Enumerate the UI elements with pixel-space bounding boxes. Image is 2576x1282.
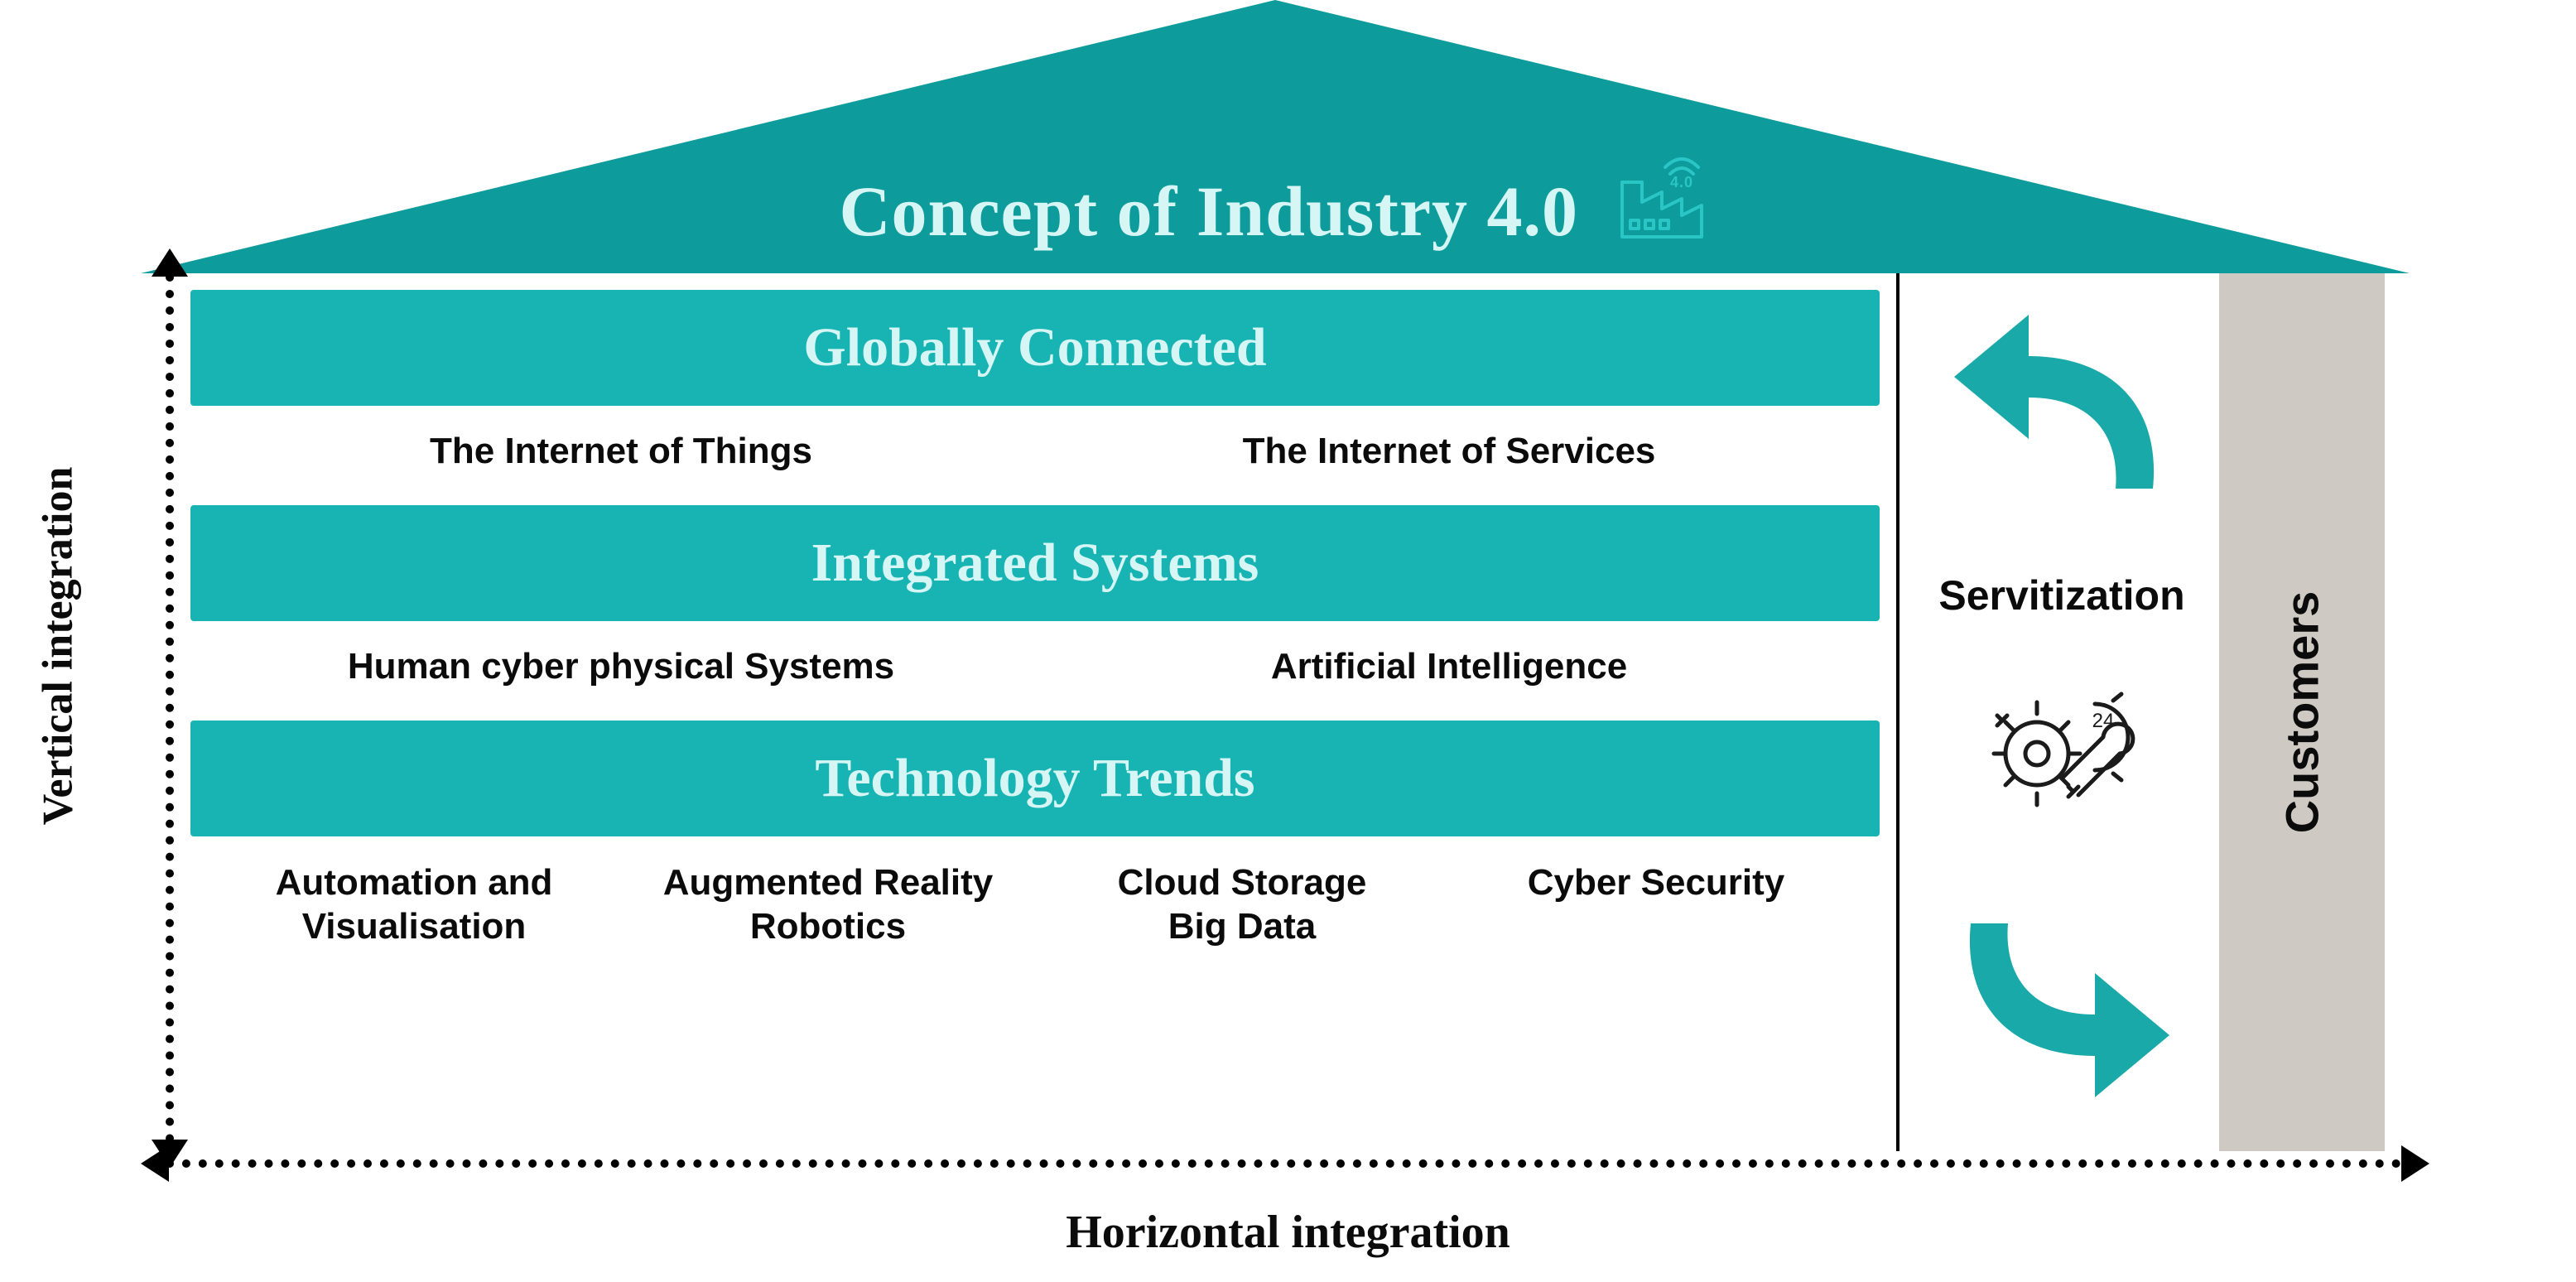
page-title: Concept of Industry 4.0 4.0 xyxy=(141,157,2410,253)
item-automation-l2: Visualisation xyxy=(224,905,604,949)
band-integrated-systems: Integrated Systems xyxy=(190,505,1880,621)
right-column: Servitization 24 xyxy=(1904,273,2385,1151)
item-automation: Automation and Visualisation xyxy=(224,861,604,949)
axis-arrow-up-icon xyxy=(152,248,188,277)
horizontal-axis xyxy=(166,1159,2401,1168)
item-iot: The Internet of Things xyxy=(224,431,1018,472)
vertical-axis-label: Vertical integration xyxy=(34,467,83,826)
item-ar-l2: Robotics xyxy=(638,905,1018,949)
vertical-axis xyxy=(166,273,174,1143)
main-column: Globally Connected The Internet of Thing… xyxy=(190,290,1880,982)
item-ios: The Internet of Services xyxy=(1052,431,1847,472)
band-2-items: Human cyber physical Systems Artificial … xyxy=(190,621,1880,721)
servitization-column: Servitization 24 xyxy=(1904,273,2219,1151)
item-cloud-l2: Big Data xyxy=(1052,905,1432,949)
servitization-label: Servitization xyxy=(1904,571,2219,619)
factory-badge: 4.0 xyxy=(1670,174,1693,190)
customers-column: Customers xyxy=(2219,273,2385,1151)
item-automation-l1: Automation and xyxy=(224,861,604,905)
roof: Concept of Industry 4.0 4.0 xyxy=(141,0,2410,273)
item-cybersecurity: Cyber Security xyxy=(1466,861,1847,905)
title-text: Concept of Industry 4.0 xyxy=(839,171,1578,251)
horizontal-axis-label: Horizontal integration xyxy=(0,1206,2576,1259)
axis-arrow-right-icon xyxy=(2401,1145,2429,1182)
item-cyber-l1: Cyber Security xyxy=(1466,861,1847,905)
factory-icon: 4.0 xyxy=(1612,157,1712,240)
item-ar-l1: Augmented Reality xyxy=(638,861,1018,905)
band-technology-trends: Technology Trends xyxy=(190,721,1880,836)
curved-arrow-right-icon xyxy=(1938,899,2186,1118)
band-1-items: The Internet of Things The Internet of S… xyxy=(190,406,1880,505)
item-ai: Artificial Intelligence xyxy=(1052,646,1847,687)
main-right-separator xyxy=(1896,273,1899,1151)
item-ar-robotics: Augmented Reality Robotics xyxy=(638,861,1018,949)
gear-badge: 24 xyxy=(2092,710,2115,732)
axis-arrow-left-icon xyxy=(141,1145,169,1182)
gear-wrench-icon: 24 xyxy=(1971,671,2153,841)
item-cloud-bigdata: Cloud Storage Big Data xyxy=(1052,861,1432,949)
curved-arrow-left-icon xyxy=(1938,298,2186,518)
customers-label: Customers xyxy=(2275,591,2329,834)
item-cloud-l1: Cloud Storage xyxy=(1052,861,1432,905)
band-globally-connected: Globally Connected xyxy=(190,290,1880,406)
band-3-items: Automation and Visualisation Augmented R… xyxy=(190,836,1880,982)
item-hcps: Human cyber physical Systems xyxy=(224,646,1018,687)
